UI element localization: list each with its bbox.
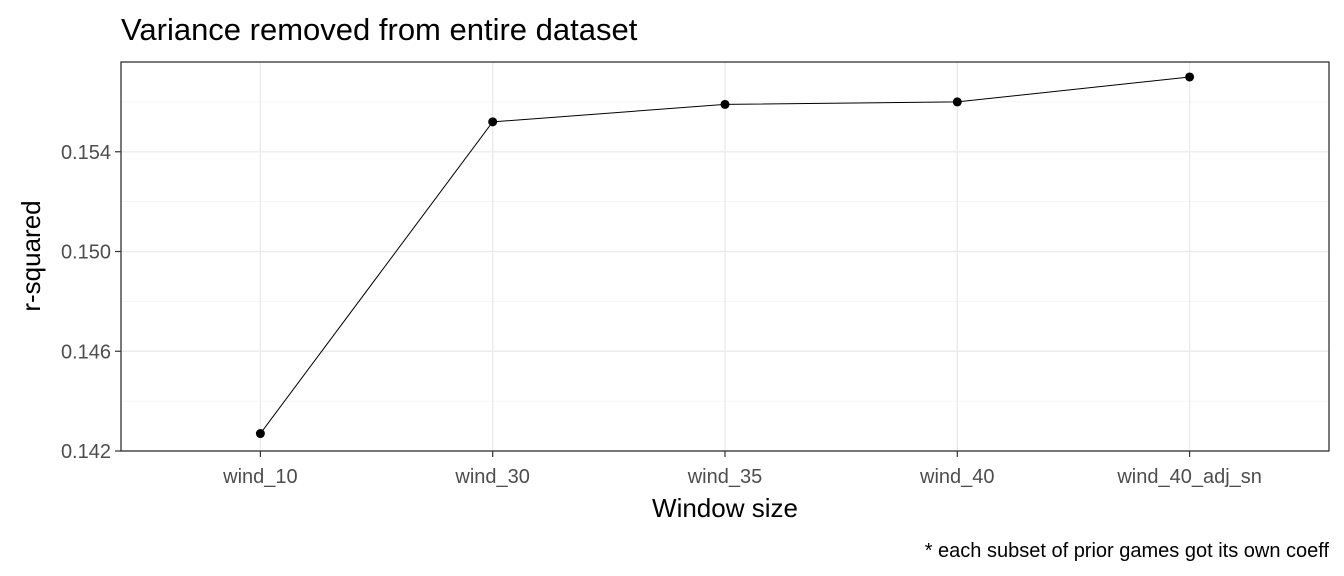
- series-layer: [255, 72, 1195, 439]
- data-point-wind_10: [255, 429, 265, 439]
- x-tick-label: wind_40_adj_sn: [1116, 466, 1262, 488]
- plot-panel: [120, 61, 1330, 452]
- y-axis-title: r-squared: [16, 200, 46, 311]
- chart-title: Variance removed from entire dataset: [121, 12, 638, 47]
- data-point-wind_30: [488, 117, 498, 127]
- y-tick-label: 0.146: [61, 341, 111, 363]
- data-point-wind_40: [952, 97, 962, 107]
- y-tick-label: 0.154: [61, 142, 111, 164]
- x-tick-label: wind_30: [454, 466, 530, 488]
- chart-caption: * each subset of prior games got its own…: [925, 540, 1330, 562]
- data-point-wind_40_adj_sn: [1185, 72, 1195, 82]
- x-tick-label: wind_35: [687, 466, 763, 488]
- gridlines: [121, 62, 1329, 452]
- y-tick-label: 0.150: [61, 242, 111, 264]
- y-tick-label: 0.142: [61, 441, 111, 463]
- x-axis-title: Window size: [652, 493, 798, 523]
- y-axis: 0.142 0.146 0.150 0.154: [61, 142, 121, 463]
- x-axis: wind_10 wind_30 wind_35 wind_40 wind_40_adj_…: [222, 451, 1262, 488]
- data-point-wind_35: [720, 99, 730, 109]
- x-tick-label: wind_10: [222, 466, 298, 488]
- x-tick-label: wind_40: [919, 466, 995, 488]
